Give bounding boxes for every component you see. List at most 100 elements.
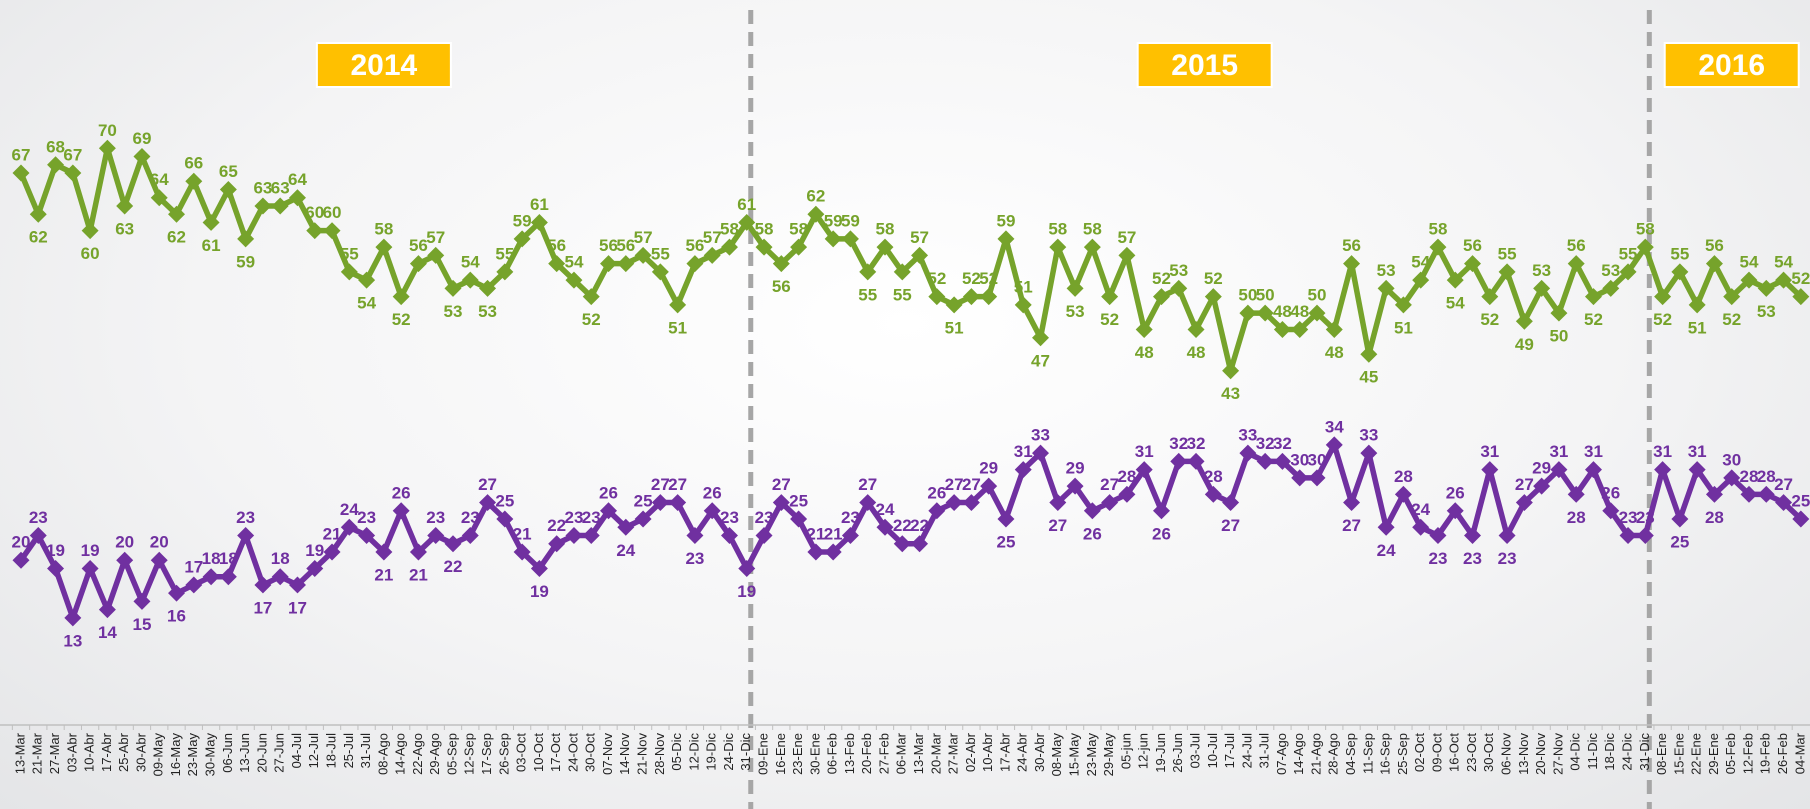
marker xyxy=(911,535,929,553)
x-tick-label: 17-Sep xyxy=(479,733,494,775)
marker xyxy=(1118,246,1136,264)
x-tick-label: 05-Dic xyxy=(669,733,684,771)
data-label: 52 xyxy=(1480,310,1499,329)
x-tick-label: 24-Dic xyxy=(1619,733,1634,771)
data-label: 19 xyxy=(46,541,65,560)
data-label: 24 xyxy=(1377,541,1396,560)
data-label: 59 xyxy=(996,211,1015,230)
data-label: 45 xyxy=(1359,368,1378,387)
x-tick-label: 04-Jul xyxy=(289,733,304,769)
x-tick-label: 23-Ene xyxy=(790,733,805,775)
data-label: 23 xyxy=(582,508,601,527)
data-label: 57 xyxy=(1117,228,1136,247)
data-label: 67 xyxy=(12,145,31,164)
data-label: 23 xyxy=(236,508,255,527)
data-label: 51 xyxy=(1688,318,1707,337)
marker xyxy=(1464,527,1482,544)
data-label: 23 xyxy=(685,549,704,568)
data-label: 18 xyxy=(271,549,290,568)
data-label: 28 xyxy=(1394,467,1413,486)
data-label: 16 xyxy=(167,607,186,626)
marker xyxy=(841,527,859,544)
x-tick-label: 08-Ene xyxy=(1654,733,1669,775)
data-label: 24 xyxy=(340,500,359,519)
marker xyxy=(513,230,531,248)
marker xyxy=(1412,518,1430,536)
marker xyxy=(271,197,289,215)
marker xyxy=(859,494,877,512)
data-label: 31 xyxy=(1014,442,1033,461)
year-label: 2015 xyxy=(1171,49,1238,82)
data-label: 28 xyxy=(1117,467,1136,486)
data-label: 32 xyxy=(1187,434,1206,453)
data-label: 23 xyxy=(1498,549,1517,568)
x-tick-label: 22-Ene xyxy=(1689,733,1704,775)
marker xyxy=(237,230,255,248)
marker xyxy=(565,527,583,544)
data-label: 57 xyxy=(426,228,445,247)
data-label: 68 xyxy=(46,137,65,156)
data-label: 19 xyxy=(530,582,549,601)
x-tick-label: 04-Dic xyxy=(1568,733,1583,771)
data-label: 53 xyxy=(1169,261,1188,280)
year-box xyxy=(1136,42,1273,88)
data-label: 48 xyxy=(1290,302,1309,321)
x-tick-label: 29-May xyxy=(1101,733,1116,777)
data-label: 27 xyxy=(1221,516,1240,535)
data-label: 20 xyxy=(150,533,169,552)
data-label: 31 xyxy=(1653,442,1672,461)
data-label: 17 xyxy=(288,598,307,617)
x-tick-label: 30-Oct xyxy=(583,733,598,772)
marker xyxy=(1792,510,1810,528)
marker xyxy=(1360,345,1378,363)
marker xyxy=(47,156,65,174)
marker xyxy=(219,181,237,198)
x-tick-label: 04-Mar xyxy=(1792,732,1807,774)
marker xyxy=(1360,444,1378,462)
data-label: 27 xyxy=(858,475,877,494)
marker xyxy=(807,205,825,223)
data-label: 52 xyxy=(1204,269,1223,288)
x-tick-label: 21-Ago xyxy=(1308,733,1323,775)
data-label: 23 xyxy=(1636,508,1655,527)
x-tick-label: 03-Oct xyxy=(514,733,529,772)
marker xyxy=(1170,279,1188,297)
data-label: 25 xyxy=(495,492,514,511)
x-tick-label: 30-Abr xyxy=(1032,732,1047,772)
data-label: 56 xyxy=(772,277,791,296)
data-label: 23 xyxy=(1463,549,1482,568)
data-label: 48 xyxy=(1325,343,1344,362)
x-tick-label: 24-Dic xyxy=(721,733,736,771)
data-label: 33 xyxy=(1359,426,1378,445)
marker xyxy=(340,518,358,536)
x-tick-label: 16-May xyxy=(168,733,183,777)
data-label: 52 xyxy=(1100,310,1119,329)
marker xyxy=(150,551,168,569)
marker xyxy=(1239,304,1257,322)
marker xyxy=(496,510,514,528)
marker xyxy=(548,535,566,553)
data-label: 20 xyxy=(12,533,31,552)
marker xyxy=(669,494,687,512)
data-label: 22 xyxy=(547,516,566,535)
data-label: 30 xyxy=(1308,450,1327,469)
marker xyxy=(1083,238,1101,256)
data-label: 58 xyxy=(876,220,895,239)
marker xyxy=(202,568,220,586)
data-label: 27 xyxy=(945,475,964,494)
x-tick-label: 30-Oct xyxy=(1481,733,1496,772)
marker xyxy=(461,271,479,289)
data-label: 28 xyxy=(1757,467,1776,486)
x-tick-label: 24-Oct xyxy=(565,733,580,772)
data-label: 70 xyxy=(98,121,117,140)
x-tick-label: 28-Nov xyxy=(652,733,667,775)
marker xyxy=(1222,494,1240,512)
data-label: 62 xyxy=(806,187,825,206)
x-tick-label: 06-Nov xyxy=(1499,733,1514,775)
data-label: 59 xyxy=(824,211,843,230)
marker xyxy=(962,494,980,512)
data-label: 52 xyxy=(962,269,981,288)
marker xyxy=(600,502,618,520)
marker xyxy=(997,510,1015,528)
x-tick-label: 09-May xyxy=(151,733,166,777)
